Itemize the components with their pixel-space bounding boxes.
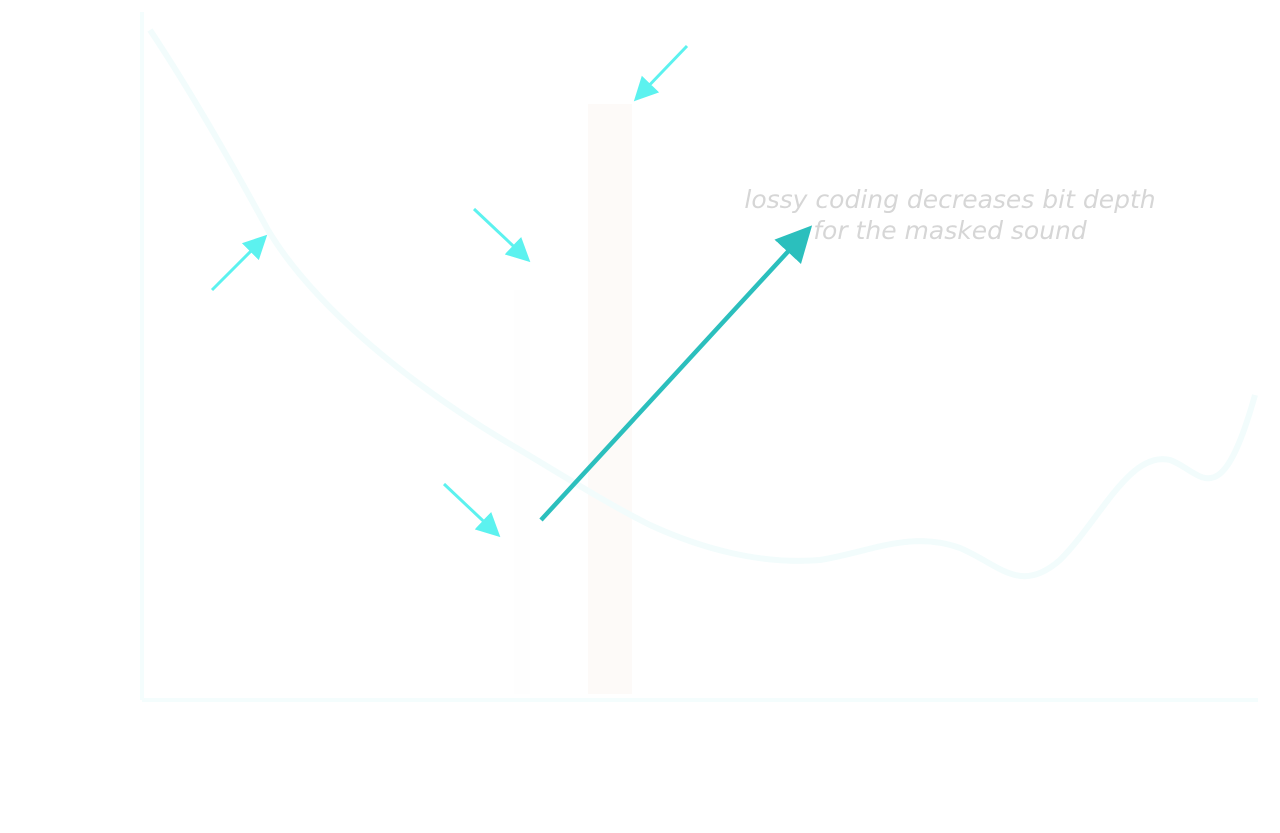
masked-sound-bar — [514, 290, 530, 694]
annotation-line-1: lossy coding decreases bit depth — [744, 185, 1156, 214]
pointer-arrow-left — [210, 234, 268, 292]
pointer-arrow-lower — [442, 482, 501, 538]
annotation-line-2: for the masked sound — [813, 216, 1087, 245]
masker-bar — [588, 104, 632, 694]
lossy-coding-annotation: lossy coding decreases bit depth for the… — [700, 184, 1200, 246]
pointer-arrow-middle — [472, 207, 531, 263]
pointer-arrow-top — [633, 44, 689, 102]
threshold-curve — [147, 28, 1258, 580]
bit-depth-arrow — [539, 225, 813, 522]
